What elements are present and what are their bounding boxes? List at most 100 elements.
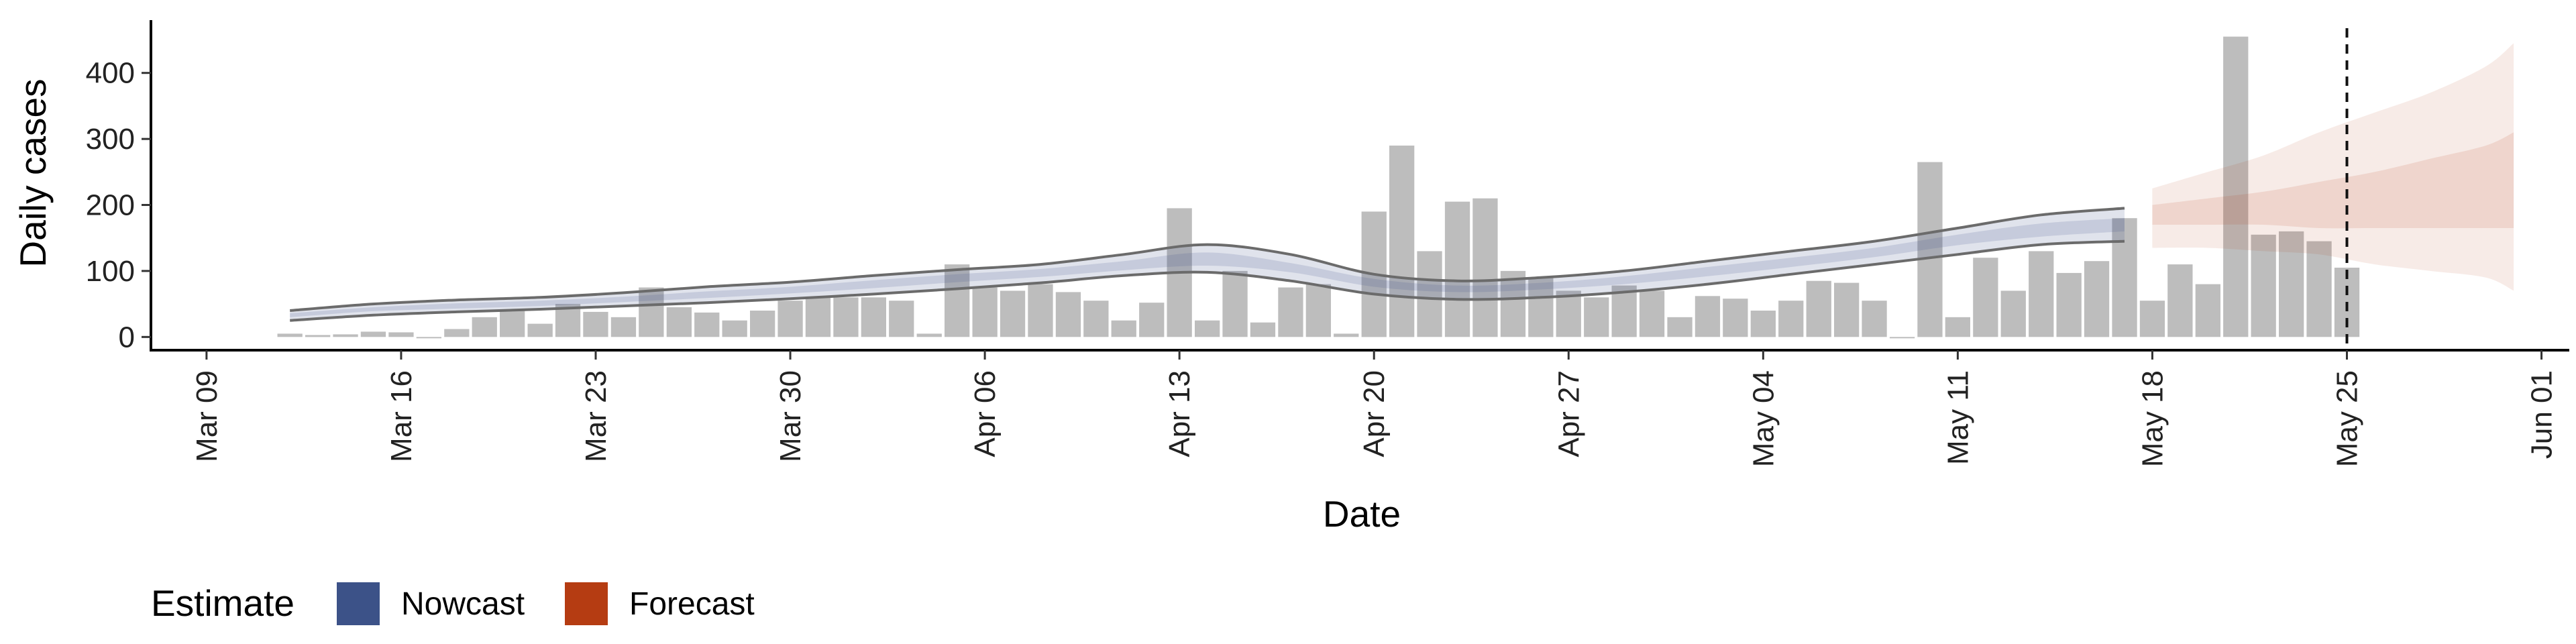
x-tick-label: Mar 16	[385, 370, 418, 462]
case-bar	[1389, 146, 1415, 337]
case-bar	[861, 297, 886, 337]
forecast-inner-band	[2152, 132, 2514, 229]
case-bar	[2195, 284, 2220, 337]
case-bar	[1806, 280, 1831, 337]
case-bar	[1083, 301, 1109, 337]
case-bar	[1139, 303, 1165, 337]
case-bar	[1778, 301, 1804, 337]
case-bar	[2029, 251, 2054, 337]
bars-layer	[277, 36, 2360, 339]
nowcast-inner-band	[290, 218, 2125, 317]
case-bar	[1417, 251, 1442, 337]
case-bar	[2251, 234, 2276, 337]
x-tick-label: Jun 01	[2526, 370, 2559, 459]
case-bar	[750, 311, 775, 337]
case-bar	[805, 297, 831, 337]
case-bar	[2112, 218, 2137, 337]
y-axis-title: Daily cases	[12, 78, 54, 267]
y-tick-label: 0	[119, 321, 135, 354]
case-bar	[972, 287, 998, 337]
y-tick-label: 400	[86, 57, 135, 90]
case-bar	[1334, 333, 1359, 337]
nowcast-upper-line	[290, 207, 2125, 312]
x-tick-label: Mar 23	[580, 370, 612, 462]
case-bar	[1945, 317, 1970, 337]
case-bar	[777, 301, 803, 337]
case-bar	[2139, 301, 2165, 337]
case-bar	[1917, 162, 1943, 337]
case-bar	[1528, 277, 1554, 337]
case-bar	[1667, 317, 1693, 337]
x-tick-label: May 04	[1747, 370, 1780, 467]
legend: Estimate Nowcast Forecast	[151, 582, 755, 625]
case-bar	[916, 333, 942, 337]
bands-layer	[290, 43, 2514, 321]
x-tick-label: May 25	[2331, 370, 2364, 467]
case-bar	[1639, 290, 1665, 337]
case-bar	[333, 334, 358, 337]
case-bar	[2306, 241, 2332, 337]
case-bar	[722, 320, 747, 337]
case-bar	[1222, 270, 1248, 337]
x-tick-label: Apr 27	[1552, 370, 1585, 458]
case-bar	[1750, 311, 1776, 337]
case-bar	[666, 307, 692, 337]
case-bar	[889, 301, 914, 337]
legend-label-nowcast: Nowcast	[401, 586, 525, 622]
case-bar	[694, 312, 720, 337]
y-tick-label: 100	[86, 255, 135, 288]
case-bar	[639, 287, 664, 337]
case-bar	[2223, 36, 2249, 337]
case-bar	[305, 335, 331, 337]
case-bar	[1973, 258, 1998, 337]
y-tick-label: 200	[86, 189, 135, 222]
legend-label-forecast: Forecast	[629, 586, 755, 622]
case-bar	[1000, 290, 1026, 337]
case-bar	[500, 311, 525, 337]
case-bar	[2084, 261, 2110, 337]
case-bar	[1723, 299, 1748, 337]
legend-swatch-forecast	[565, 582, 608, 625]
case-bar	[1444, 201, 1470, 337]
case-bar	[1556, 290, 1581, 337]
x-axis-title: Date	[1323, 493, 1401, 535]
legend-swatch-nowcast	[337, 582, 380, 625]
case-bar	[1584, 297, 1609, 337]
nowcast-outer-band	[290, 208, 2125, 321]
case-bar	[1611, 285, 1637, 337]
case-bar	[2167, 264, 2193, 337]
x-tick-label: May 18	[2136, 370, 2169, 467]
x-tick-label: Mar 30	[774, 370, 807, 462]
y-ticks: 0 100 200 300 400	[86, 57, 151, 354]
x-tick-label: Apr 20	[1358, 370, 1391, 458]
case-bar	[1862, 301, 1887, 337]
case-bar	[833, 297, 859, 337]
case-bar	[1111, 320, 1136, 337]
x-ticks: Mar 09 Mar 16 Mar 23 Mar 30 Apr 06 Apr 13 Apr …	[191, 350, 2559, 467]
case-bar	[1889, 337, 1915, 339]
lines-layer	[290, 28, 2349, 350]
case-bar	[444, 329, 470, 337]
case-bar	[277, 333, 303, 337]
case-bar	[388, 332, 414, 337]
x-tick-label: May 11	[1941, 370, 1974, 465]
case-bar	[1305, 284, 1331, 337]
case-bar	[2056, 272, 2082, 337]
case-bar	[1278, 287, 1303, 337]
axes-layer	[150, 20, 2569, 352]
case-bar	[1695, 296, 1721, 337]
case-bar	[527, 323, 553, 337]
case-bar	[360, 331, 386, 337]
forecast-outer-band	[2152, 43, 2514, 291]
case-bar	[583, 311, 608, 337]
case-bar	[945, 264, 970, 337]
x-tick-label: Apr 13	[1163, 370, 1196, 458]
case-bar	[1055, 292, 1081, 337]
case-bar	[472, 317, 497, 337]
x-tick-label: Apr 06	[969, 370, 1002, 458]
nowcast-lower-line	[290, 239, 2125, 322]
case-bar	[1250, 322, 1276, 337]
legend-title: Estimate	[151, 582, 294, 624]
case-bar	[1834, 282, 1860, 337]
